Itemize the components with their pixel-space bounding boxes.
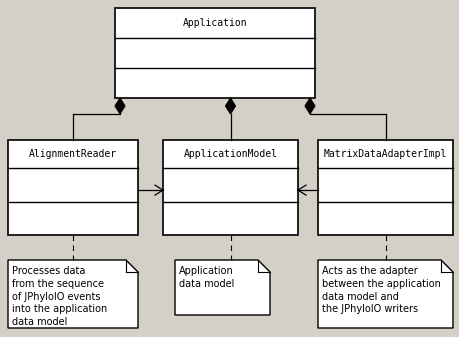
Text: Application
data model: Application data model	[179, 266, 235, 289]
Bar	[318, 140, 453, 235]
Text: Application: Application	[183, 18, 247, 28]
Text: AlignmentReader: AlignmentReader	[29, 149, 117, 159]
Text: Acts as the adapter
between the application
data model and
the JPhyloIO writers: Acts as the adapter between the applicat…	[322, 266, 441, 314]
Polygon shape	[318, 260, 453, 328]
Bar	[8, 140, 138, 235]
Polygon shape	[8, 260, 138, 328]
Text: MatrixDataAdapterImpl: MatrixDataAdapterImpl	[324, 149, 447, 159]
Polygon shape	[305, 98, 315, 114]
Polygon shape	[225, 98, 235, 114]
Bar	[163, 140, 298, 235]
Polygon shape	[115, 98, 125, 114]
Polygon shape	[175, 260, 270, 315]
Text: Processes data
from the sequence
of JPhyloIO events
into the application
data mo: Processes data from the sequence of JPhy…	[12, 266, 107, 327]
Bar	[115, 8, 315, 98]
Text: ApplicationModel: ApplicationModel	[184, 149, 278, 159]
